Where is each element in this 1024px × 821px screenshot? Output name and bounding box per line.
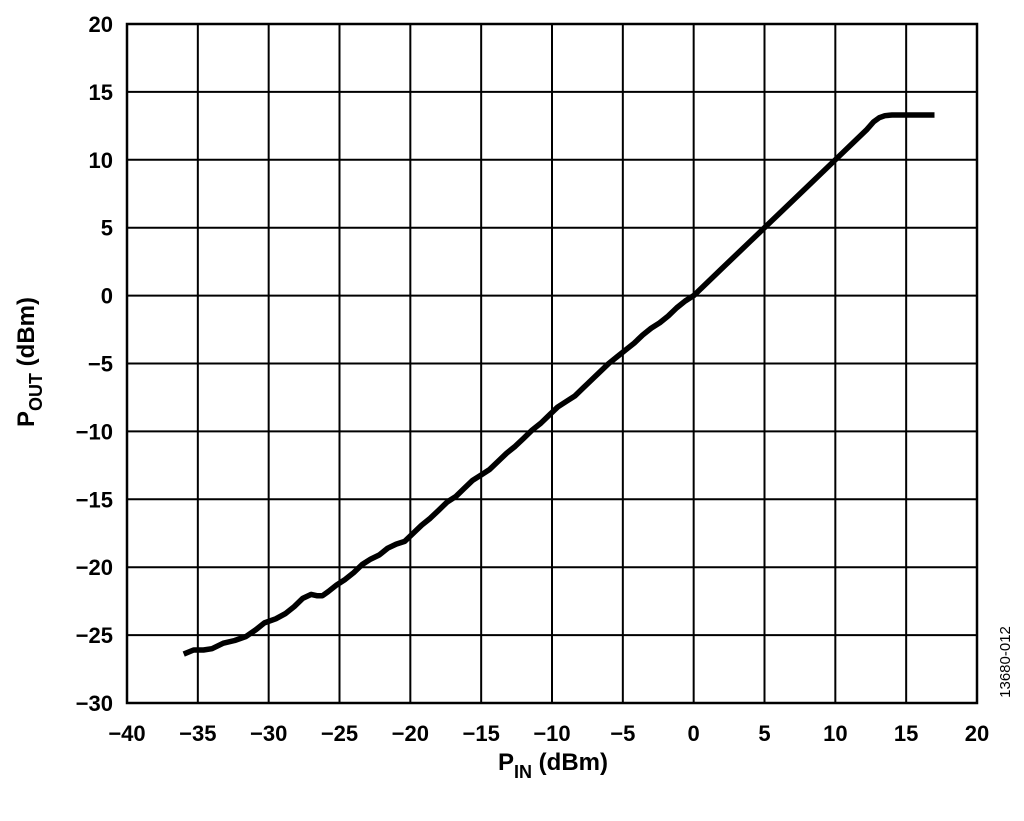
x-axis-title-unit: (dBm) bbox=[532, 749, 608, 776]
y-tick-label: 20 bbox=[89, 12, 113, 37]
x-tick-label: −5 bbox=[610, 721, 635, 746]
x-axis-title-main: P bbox=[498, 749, 514, 776]
y-tick-label: 15 bbox=[89, 80, 113, 105]
y-tick-label: −10 bbox=[76, 419, 113, 444]
x-axis-title-sub: IN bbox=[514, 762, 532, 782]
y-tick-label: −5 bbox=[88, 352, 113, 377]
y-tick-label: −25 bbox=[76, 623, 113, 648]
y-tick-label: 0 bbox=[101, 284, 113, 309]
y-tick-label: 5 bbox=[101, 216, 113, 241]
y-axis-title-main: P bbox=[13, 411, 40, 427]
y-tick-label: −15 bbox=[76, 487, 113, 512]
y-axis-title: POUT (dBm) bbox=[13, 297, 46, 427]
x-tick-label: −15 bbox=[463, 721, 500, 746]
series-line bbox=[182, 112, 935, 657]
x-tick-label: 10 bbox=[823, 721, 847, 746]
x-tick-label: −35 bbox=[179, 721, 216, 746]
x-tick-label: 0 bbox=[688, 721, 700, 746]
x-tick-label: −25 bbox=[321, 721, 358, 746]
y-axis-title-sub: OUT bbox=[26, 373, 46, 411]
x-tick-label: 20 bbox=[965, 721, 989, 746]
x-axis-title: PIN (dBm) bbox=[498, 749, 608, 782]
x-tick-label: 5 bbox=[758, 721, 770, 746]
x-tick-label: 15 bbox=[894, 721, 918, 746]
grid bbox=[127, 24, 977, 703]
y-tick-labels: 20 15 10 5 0 −5 −10 −15 −20 −25 −30 bbox=[76, 12, 113, 716]
y-tick-label: −20 bbox=[76, 555, 113, 580]
x-tick-label: −10 bbox=[533, 721, 570, 746]
x-tick-label: −20 bbox=[392, 721, 429, 746]
y-tick-label: 10 bbox=[89, 148, 113, 173]
x-tick-labels: −40 −35 −30 −25 −20 −15 −10 −5 0 5 10 15 20 bbox=[108, 721, 989, 746]
plot-frame bbox=[125, 22, 979, 705]
figure-id: 13680-012 bbox=[997, 626, 1014, 698]
x-tick-label: −30 bbox=[250, 721, 287, 746]
x-tick-label: −40 bbox=[108, 721, 145, 746]
y-tick-label: −30 bbox=[76, 691, 113, 716]
y-axis-title-unit: (dBm) bbox=[13, 297, 40, 373]
